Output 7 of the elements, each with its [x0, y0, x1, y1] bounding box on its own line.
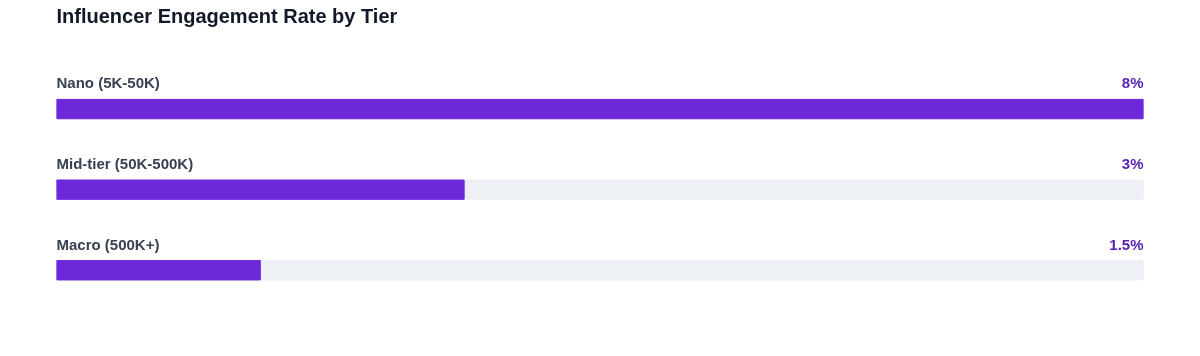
y-tick-label: Nano (5K-50K)	[56, 74, 160, 92]
data-label: 8%	[1121, 74, 1144, 92]
data-label: 1.5%	[1109, 235, 1144, 253]
data-label: 3%	[1121, 154, 1144, 172]
y-tick-label: Macro (500K+)	[56, 235, 160, 253]
y-tick-label: Mid-tier (50K-500K)	[56, 154, 194, 172]
chart-title: Influencer Engagement Rate by Tier	[56, 4, 398, 27]
